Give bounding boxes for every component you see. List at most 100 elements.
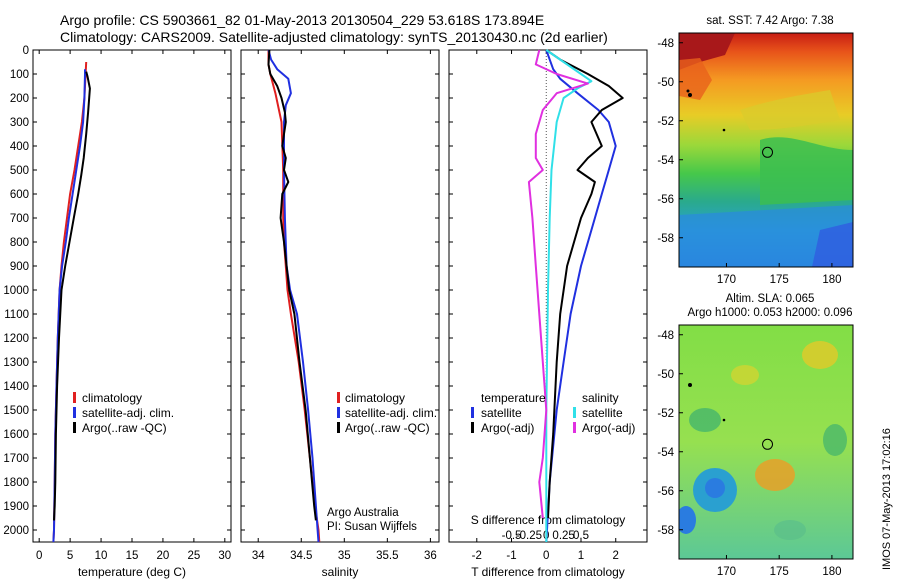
- x-tick-label: 20: [157, 550, 170, 562]
- map-y-tick-label: -56: [657, 486, 674, 498]
- sst-map-frame: [678, 32, 854, 268]
- legend-label-sal-argo: Argo(-adj): [582, 421, 635, 435]
- figure-title-line-2: Climatology: CARS2009. Satellite-adjuste…: [60, 29, 608, 45]
- map-y-tick-label: -54: [657, 447, 674, 459]
- depth-tick-label: 600: [10, 189, 29, 201]
- x-tick-label: 5: [67, 550, 73, 562]
- sst-map-title: sat. SST: 7.42 Argo: 7.38: [706, 15, 833, 27]
- sla-high-anomaly: [731, 365, 759, 385]
- legend-label-satellite: satellite-adj. clim.: [82, 406, 174, 420]
- x-tick-label: 34: [252, 550, 265, 562]
- top-x-tick-label: -0.25: [516, 530, 542, 542]
- island-marker: [688, 383, 692, 387]
- sla-lowest-anomaly: [705, 478, 725, 498]
- depth-tick-label: 1700: [3, 453, 29, 465]
- map-y-tick-label: -58: [657, 233, 674, 245]
- map-y-tick-label: -48: [657, 38, 674, 50]
- map-x-tick-label: 175: [770, 274, 789, 286]
- difference-series: [527, 49, 624, 543]
- x-tick-label: 15: [126, 550, 139, 562]
- depth-tick-label: 400: [10, 141, 29, 153]
- island-marker: [686, 89, 690, 93]
- top-x-tick-label: 0.5: [573, 530, 589, 542]
- x-tick-label: 35: [338, 550, 351, 562]
- map-y-tick-label: -56: [657, 194, 674, 206]
- sst-green-region: [760, 137, 853, 205]
- x-tick-label: 34.5: [290, 550, 312, 562]
- depth-tick-label: 1300: [3, 357, 29, 369]
- sla-map-y-ticks: -48 -50 -52 -54 -56 -58: [657, 330, 683, 537]
- depth-tick-label: 1000: [3, 285, 29, 297]
- imos-timestamp: IMOS 07-May-2013 17:02:16: [881, 428, 893, 570]
- sla-low-anomaly: [689, 408, 721, 432]
- depth-tick-label: 1600: [3, 429, 29, 441]
- sst-map-y-ticks: -48 -50 -52 -54 -56 -58: [657, 38, 683, 245]
- sst-cold-region: [679, 205, 853, 267]
- salinity-series: [267, 49, 321, 543]
- difference-x-ticks: -2 -1 0 1 2: [472, 50, 619, 562]
- legend-label-temp-argo: Argo(-adj): [481, 421, 534, 435]
- legend-label-sal-satellite: satellite: [582, 406, 623, 420]
- difference-x-label: T difference from climatology: [471, 565, 625, 579]
- salinity-x-ticks: 34 34.5 35 35.5 36: [252, 50, 437, 562]
- map-x-tick-label: 170: [717, 274, 736, 286]
- depth-tick-label: 1500: [3, 405, 29, 417]
- sla-map-subtitle: Argo h1000: 0.053 h2000: 0.096: [688, 307, 853, 319]
- sla-map-x-ticks: 170 175 180: [717, 555, 842, 578]
- depth-tick-label: 300: [10, 117, 29, 129]
- temperature-series: [52, 61, 91, 543]
- sst-coldest-region: [812, 222, 853, 267]
- series-line-argo-raw-qc-: [53, 71, 91, 521]
- depth-tick-label: 100: [10, 69, 29, 81]
- depth-tick-label: 1800: [3, 477, 29, 489]
- depth-tick-label: 700: [10, 213, 29, 225]
- map-y-tick-label: -58: [657, 525, 674, 537]
- map-y-tick-label: -50: [657, 77, 674, 89]
- sst-yellow-front: [740, 90, 840, 130]
- depth-tick-label: 1400: [3, 381, 29, 393]
- legend-label-argo: Argo(..raw -QC): [345, 421, 430, 435]
- difference-top-x-ticks: -0.5-0.2500.250.5: [502, 530, 589, 542]
- depth-tick-label: 500: [10, 165, 29, 177]
- depth-tick-label: 1100: [4, 309, 29, 321]
- sla-map-image: [679, 325, 853, 559]
- map-y-tick-label: -48: [657, 330, 674, 342]
- x-tick-label: -1: [506, 550, 516, 562]
- x-tick-label: 1: [578, 550, 584, 562]
- depth-tick-label: 900: [10, 261, 29, 273]
- x-tick-label: 2: [613, 550, 619, 562]
- legend-swatch-argo: [73, 422, 76, 433]
- x-tick-label: 36: [424, 550, 437, 562]
- depth-tick-label: 1200: [3, 333, 29, 345]
- series-line-argo-raw-qc-: [267, 49, 317, 521]
- legend-swatch-temp-satellite: [471, 407, 474, 418]
- series-line-satellite-adj-clim-: [52, 69, 86, 543]
- legend-swatch-satellite: [73, 407, 76, 418]
- series-line-temperature-satellite: [545, 49, 617, 543]
- temperature-legend: climatology satellite-adj. clim. Argo(..…: [73, 391, 174, 435]
- top-x-tick-label: 0.25: [552, 530, 574, 542]
- legend-swatch-climatology: [337, 392, 340, 403]
- x-tick-label: -2: [472, 550, 482, 562]
- x-tick-label: 0: [36, 550, 42, 562]
- x-tick-label: 0: [543, 550, 549, 562]
- temperature-panel-frame: [32, 49, 232, 543]
- legend-swatch-sal-satellite: [573, 407, 576, 418]
- salinity-x-label: salinity: [322, 565, 359, 579]
- map-x-tick-label: 175: [770, 566, 789, 578]
- salinity-panel-frame: [240, 49, 440, 543]
- map-x-tick-label: 170: [717, 566, 736, 578]
- series-line-salinity-satellite: [545, 49, 593, 542]
- legend-swatch-argo: [337, 422, 340, 433]
- legend-swatch-climatology: [73, 392, 76, 403]
- series-line-salinity-argo-adj-: [527, 49, 589, 519]
- depth-axis: 0 100 200 300 400 500 600 700 800 900 1000 1100 1200…: [3, 45, 647, 537]
- depth-tick-label: 1900: [3, 501, 29, 513]
- depth-tick-label: 200: [10, 93, 29, 105]
- legend-swatch-sal-argo: [573, 422, 576, 433]
- sla-high-anomaly: [755, 459, 795, 491]
- legend-title-temperature: temperature: [481, 391, 546, 405]
- depth-tick-label: 0: [23, 45, 29, 57]
- x-tick-label: 35.5: [376, 550, 398, 562]
